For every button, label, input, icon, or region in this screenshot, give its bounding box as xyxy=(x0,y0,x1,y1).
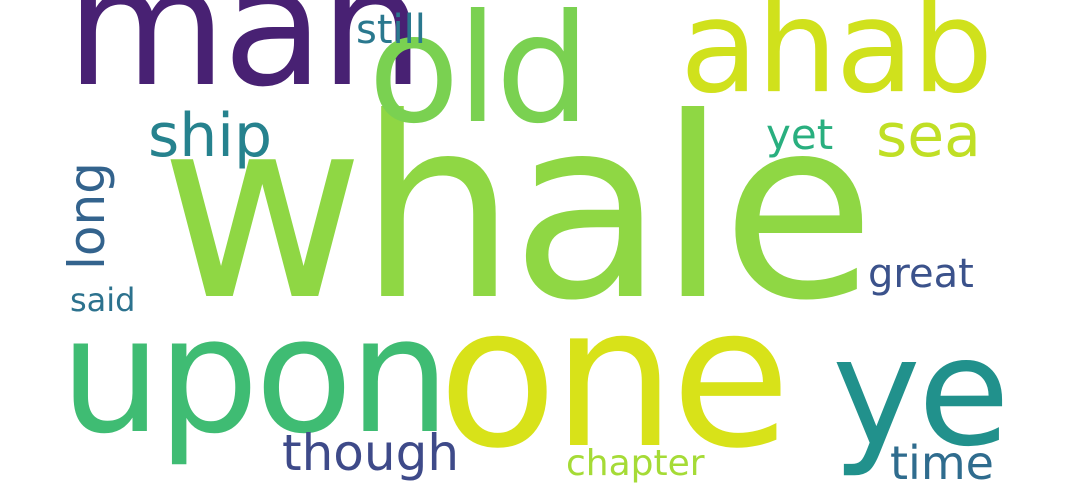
word-one: one xyxy=(438,264,791,491)
word-ship: ship xyxy=(148,101,273,171)
word-ahab: ahab xyxy=(680,0,993,122)
word-still: still xyxy=(356,7,426,53)
word-upon: upon xyxy=(60,282,450,469)
word-ye: ye xyxy=(832,306,1010,480)
word-yet: yet xyxy=(766,110,834,159)
word-though: though xyxy=(282,424,460,482)
word-sea: sea xyxy=(876,101,981,171)
word-chapter: chapter xyxy=(566,443,705,484)
word-time: time xyxy=(890,436,994,490)
word-said: said xyxy=(70,281,136,319)
word-old: old xyxy=(368,0,591,157)
word-long: long xyxy=(58,162,116,270)
word-great: great xyxy=(868,251,974,297)
word-whale: whale xyxy=(160,64,875,355)
word-man: man xyxy=(66,0,424,123)
